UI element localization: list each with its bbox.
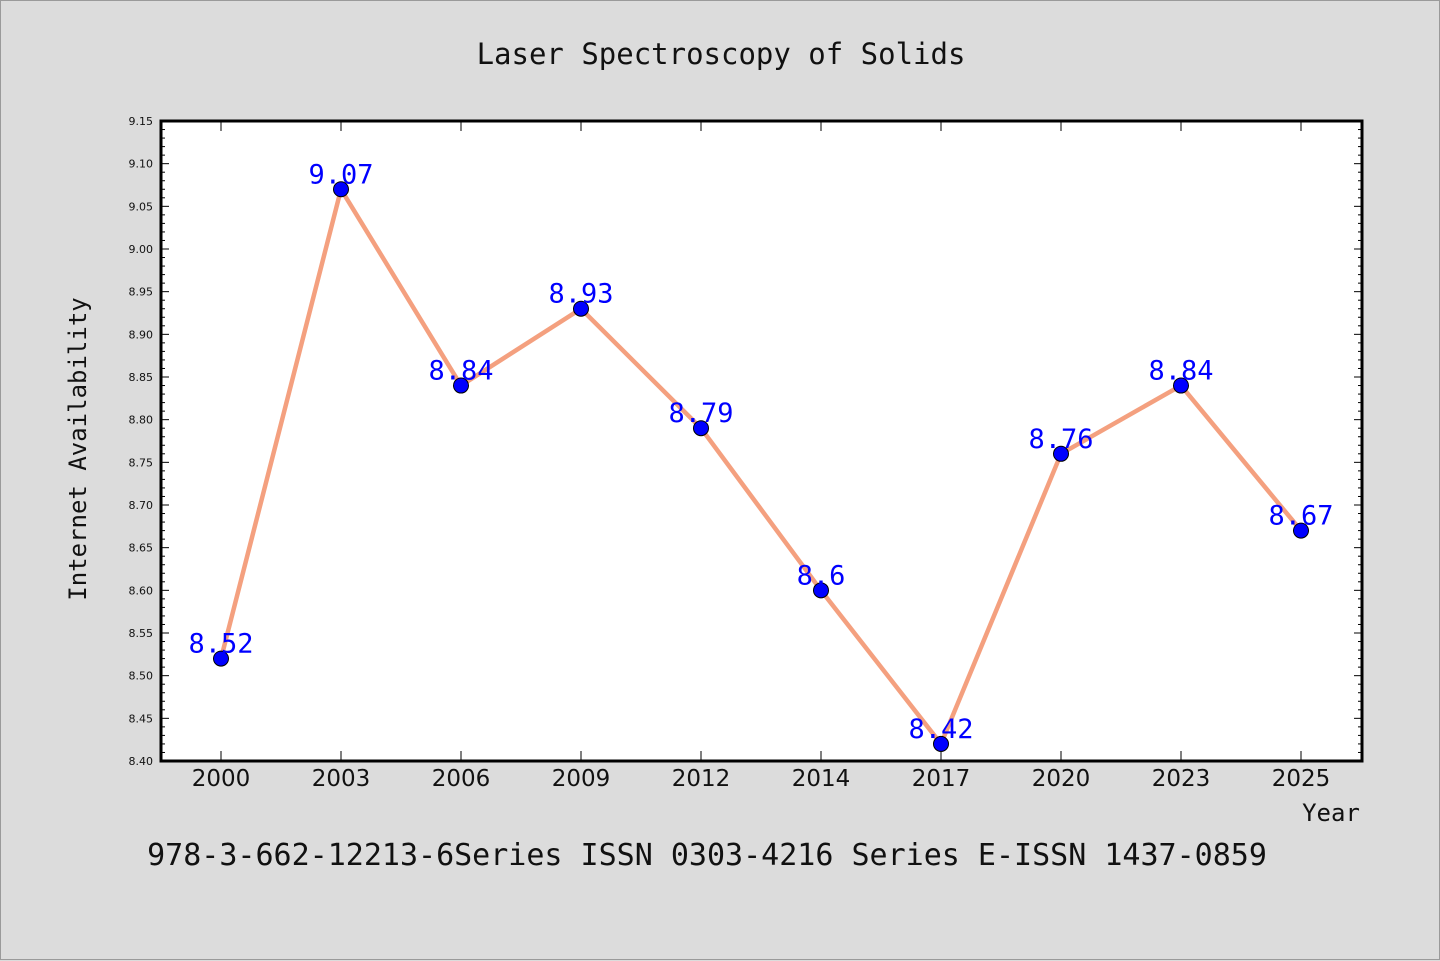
data-point-marker <box>1053 445 1069 462</box>
x-tick-label: 2003 <box>312 766 371 792</box>
y-tick-label: 8.45 <box>129 712 154 725</box>
data-point-marker <box>933 735 949 752</box>
data-label: 8.79 <box>668 398 733 429</box>
y-tick-label: 8.65 <box>129 542 154 555</box>
y-axis-ticks: 8.40 8.45 8.50 8.55 8.60 8.65 8.70 8.75 8.80 8.85… <box>129 115 1362 768</box>
x-tick-label: 2009 <box>552 766 611 792</box>
y-tick-label: 8.80 <box>129 414 154 427</box>
data-label: 8.84 <box>428 356 493 387</box>
plot-area <box>161 121 1362 761</box>
data-label: 8.84 <box>1148 356 1213 387</box>
data-label: 8.52 <box>188 629 253 660</box>
y-tick-label: 9.15 <box>129 115 154 128</box>
data-point-marker <box>1173 377 1189 394</box>
y-axis-label: Internet Availability <box>64 297 92 600</box>
x-tick-label: 2020 <box>1032 766 1091 792</box>
y-tick-label: 8.95 <box>129 286 154 299</box>
x-axis-ticks: 2000 2003 2006 2009 2012 2014 2017 2020 2023 2025 <box>192 121 1331 792</box>
data-point-marker <box>213 650 229 667</box>
plot-frame <box>159 119 1364 763</box>
data-label: 8.93 <box>548 279 613 310</box>
x-tick-label: 2006 <box>432 766 491 792</box>
x-tick-label: 2025 <box>1272 766 1331 792</box>
y-tick-label: 8.50 <box>129 670 154 683</box>
series-line <box>218 187 1304 747</box>
y-tick-label: 9.10 <box>129 158 154 171</box>
data-point-marker <box>453 377 469 394</box>
x-tick-label: 2014 <box>792 766 851 792</box>
y-tick-label: 9.05 <box>129 200 154 213</box>
y-tick-label: 8.85 <box>129 371 154 384</box>
y-tick-label: 8.75 <box>129 456 154 469</box>
data-point-marker <box>573 300 589 317</box>
x-axis-label: Year <box>1302 799 1360 827</box>
data-point-marker <box>813 582 829 599</box>
data-point-marker <box>333 181 349 198</box>
data-label: 8.76 <box>1028 424 1093 455</box>
data-point-marker <box>1293 522 1309 539</box>
y-tick-label: 8.40 <box>129 755 154 768</box>
x-tick-label: 2017 <box>912 766 971 792</box>
data-label: 9.07 <box>308 159 373 190</box>
x-tick-label: 2012 <box>672 766 731 792</box>
y-tick-label: 8.60 <box>129 584 154 597</box>
x-tick-label: 2023 <box>1152 766 1211 792</box>
y-tick-label: 8.55 <box>129 627 154 640</box>
data-label: 8.67 <box>1268 501 1333 532</box>
series-layer: 8.52 9.07 8.84 8.93 8.79 8.6 8.42 8.76 8.84 8.67 <box>188 159 1334 752</box>
data-label: 8.42 <box>908 714 973 745</box>
data-point-marker <box>693 420 709 437</box>
footer-text: 978-3-662-12213-6Series ISSN 0303-4216 S… <box>147 838 1267 873</box>
chart-title: Laser Spectroscopy of Solids <box>477 37 966 71</box>
data-label: 8.6 <box>797 560 846 591</box>
y-tick-label: 8.70 <box>129 499 154 512</box>
y-tick-label: 8.90 <box>129 328 154 341</box>
y-tick-label: 9.00 <box>129 243 154 256</box>
x-tick-label: 2000 <box>192 766 251 792</box>
